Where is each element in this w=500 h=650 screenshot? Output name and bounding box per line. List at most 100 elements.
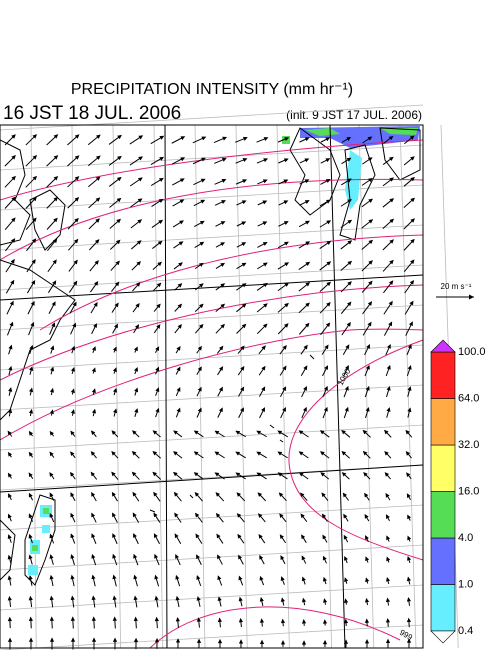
wind-arrow-head — [238, 554, 243, 560]
wind-arrow-head — [406, 472, 411, 477]
wind-arrow-head — [11, 175, 16, 181]
wind-arrow-head — [385, 597, 391, 603]
wind-arrow-head — [406, 617, 412, 623]
wind-arrow-head — [134, 366, 138, 372]
wind-arrow-head — [283, 179, 289, 184]
map-panel: 1000 999 — [0, 104, 459, 650]
wind-arrow-head — [112, 637, 118, 642]
wind-arrow-head — [154, 616, 159, 622]
wind-arrow-head — [259, 596, 264, 602]
wind-arrow-head — [133, 595, 138, 601]
wind-arrow-head — [49, 574, 54, 580]
wind-arrow-head — [70, 595, 75, 601]
wind-arrow-head — [262, 242, 268, 246]
wind-arrow-head — [49, 387, 55, 393]
wind-arrow-head — [218, 407, 223, 413]
wind-arrow-head — [74, 155, 80, 160]
wind-arrow-head — [282, 386, 287, 392]
wind-arrow-head — [410, 156, 415, 161]
wind-arrow-head — [347, 219, 353, 224]
wind-arrow-head — [155, 387, 160, 393]
wind-arrow-head — [8, 365, 13, 371]
isobar — [39, 234, 424, 331]
wind-arrow-head — [220, 242, 226, 247]
wind-arrow-head — [341, 472, 347, 477]
wind-arrow-head — [368, 260, 373, 265]
wind-arrow-head — [385, 618, 391, 623]
wind-arrow-head — [237, 533, 242, 539]
wind-arrow-head — [28, 533, 33, 539]
wind-arrow-head — [407, 556, 412, 561]
wind-arrow-head — [365, 406, 370, 412]
wind-arrow-head — [343, 513, 348, 519]
wind-arrow-head — [238, 596, 243, 602]
wind-arrow-head — [198, 283, 204, 288]
wind-arrow-head — [90, 471, 95, 477]
wind-arrow-head — [116, 218, 121, 224]
wind-arrow-head — [156, 282, 162, 288]
vector-legend-label: 20 m s⁻¹ — [441, 282, 472, 291]
wind-arrow-head — [261, 407, 265, 412]
wind-arrow-head — [32, 217, 37, 223]
wind-arrow-head — [155, 346, 160, 352]
wind-arrow-head — [32, 175, 38, 181]
wind-arrow-head — [134, 408, 139, 413]
coastline — [379, 127, 421, 181]
wind-arrow-head — [326, 199, 331, 204]
wind-arrow-head — [152, 471, 157, 477]
wind-arrow-head — [389, 218, 395, 224]
frame-lines — [0, 124, 424, 649]
wind-arrow-head — [388, 135, 394, 141]
wind-arrow-head — [198, 262, 204, 267]
wind-arrow-head — [28, 408, 34, 414]
wind-arrow-head — [325, 322, 331, 328]
wind-arrow-head — [320, 472, 325, 477]
wind-arrow-head — [10, 279, 15, 285]
wind-arrow-head — [282, 345, 287, 350]
wind-arrow-head — [214, 472, 220, 477]
colorbar-label: 1.0 — [458, 578, 473, 590]
wind-arrow-head — [263, 303, 268, 308]
wind-arrow-head — [7, 595, 12, 601]
wind-arrow-head — [70, 512, 75, 518]
wind-arrow-head — [70, 637, 76, 642]
wind-arrow-head — [216, 533, 221, 539]
wind-arrow-head — [49, 492, 54, 498]
wind-arrow-head — [175, 574, 180, 580]
wind-arrow-head — [388, 280, 394, 285]
wind-arrow-head — [200, 199, 206, 204]
wind-arrow-head — [389, 198, 395, 203]
wind-arrow-head — [117, 155, 122, 161]
wind-arrow-head — [386, 364, 391, 370]
wind-arrow-head — [300, 513, 305, 519]
wind-arrow-head — [53, 134, 59, 139]
wind-arrow-head — [304, 200, 310, 204]
wind-arrow-head — [111, 471, 116, 477]
wind-arrow-head — [365, 385, 370, 391]
wind-arrow-head — [178, 262, 183, 267]
wind-arrow-head — [198, 323, 204, 329]
wind-arrow-head — [111, 491, 116, 497]
wind-arrow-head — [91, 553, 96, 559]
wind-arrow-head — [91, 408, 97, 414]
wind-arrow-head — [111, 430, 116, 435]
wind-arrow-head — [238, 639, 244, 644]
wind-arrow-head — [262, 200, 268, 205]
wind-arrow-head — [53, 196, 59, 202]
wind-arrow-head — [240, 365, 245, 371]
wind-arrow-head — [302, 406, 307, 412]
wind-arrow-head — [7, 430, 12, 436]
wind-arrow-head — [407, 343, 412, 349]
wind-arrow-head — [343, 618, 349, 624]
colorbar-segment — [430, 491, 456, 539]
wind-arrow-head — [155, 407, 160, 413]
wind-arrow-head — [304, 179, 310, 184]
wind-arrow-head — [298, 451, 304, 456]
wind-arrow-head — [280, 618, 286, 624]
parallel — [0, 304, 424, 331]
wind-arrow-head — [326, 240, 332, 245]
wind-arrow-head — [321, 492, 326, 498]
wind-arrow-head — [197, 366, 202, 372]
wind-arrow-head — [7, 554, 12, 560]
wind-arrow-head — [343, 534, 348, 540]
